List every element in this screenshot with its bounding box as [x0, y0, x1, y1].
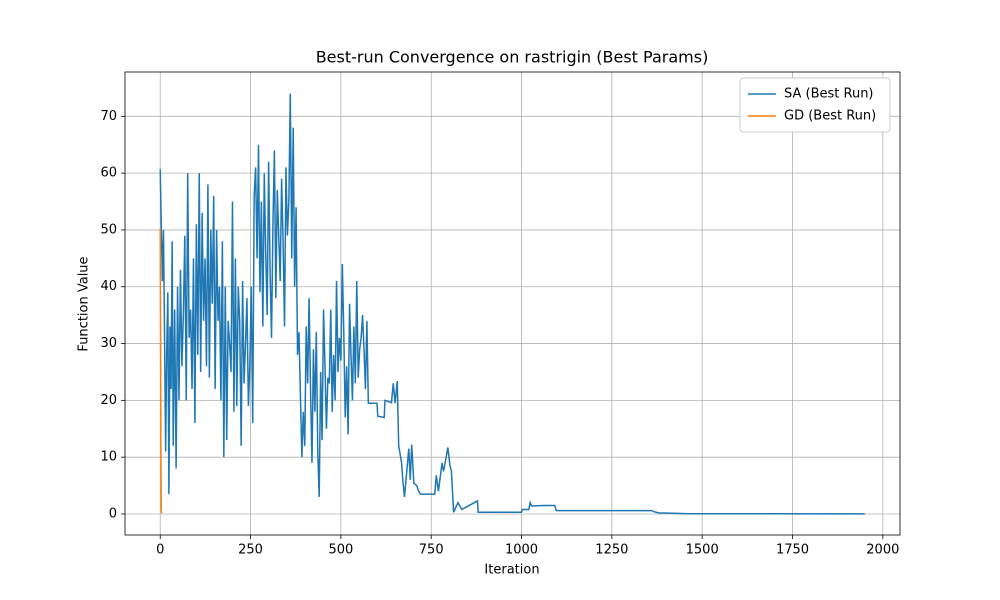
data-line — [159, 228, 163, 514]
x-tick-label: 1500 — [686, 543, 719, 558]
y-tick-label: 50 — [100, 222, 117, 237]
x-tick-label: 250 — [238, 543, 263, 558]
y-tick-label: 40 — [100, 279, 117, 294]
chart-title: Best-run Convergence on rastrigin (Best … — [316, 48, 709, 67]
y-tick-label: 60 — [100, 166, 117, 181]
data-line — [159, 93, 865, 515]
y-tick-label: 30 — [100, 336, 117, 351]
legend-label: SA (Best Run) — [784, 87, 874, 102]
x-tick-label: 500 — [328, 543, 353, 558]
y-tick-label: 70 — [100, 109, 117, 124]
y-tick-label: 0 — [109, 506, 117, 521]
x-tick-label: 1250 — [595, 543, 628, 558]
x-tick-label: 1750 — [776, 543, 809, 558]
x-tick-label: 750 — [419, 543, 444, 558]
x-tick-label: 2000 — [866, 543, 899, 558]
x-axis-label: Iteration — [484, 563, 539, 578]
y-tick-label: 20 — [100, 393, 117, 408]
legend-label: GD (Best Run) — [784, 109, 876, 124]
legend-box — [739, 77, 891, 133]
plot-frame — [124, 71, 901, 536]
x-tick-label: 1000 — [505, 543, 538, 558]
y-axis-label: Function Value — [77, 256, 92, 351]
y-tick-label: 10 — [100, 450, 117, 465]
x-tick-label: 0 — [156, 543, 164, 558]
